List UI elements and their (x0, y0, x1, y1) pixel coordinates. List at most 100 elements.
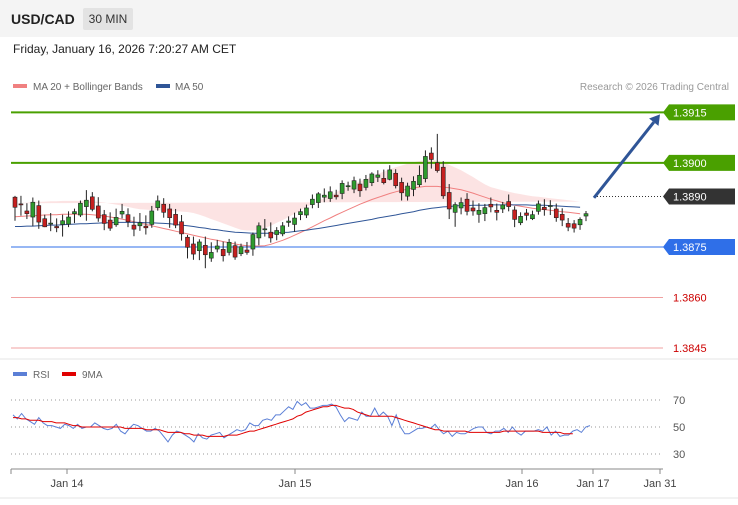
candle-body (512, 209, 517, 220)
datetime-label: Friday, January 16, 2026 7:20:27 AM CET (13, 42, 237, 56)
candle-body (524, 212, 529, 216)
candle-body (66, 216, 71, 225)
candle-body (30, 201, 36, 218)
price-panel: 1.3915 1.3900 1.3890 1.3875 1.3860 1.3845 (11, 104, 735, 355)
candle-body (583, 213, 589, 217)
candle-body (381, 178, 387, 183)
candle-body (476, 210, 482, 215)
candle-body (351, 180, 357, 190)
rsi-legend-label: RSI (33, 370, 50, 381)
candle-body (54, 226, 59, 229)
candle-body (256, 225, 262, 239)
candle-body (12, 196, 18, 208)
candle-body (131, 224, 137, 230)
candle-body (220, 249, 226, 257)
candle-body (286, 220, 291, 223)
candle-body (393, 172, 398, 187)
candle-body (274, 230, 280, 235)
candle-body (101, 214, 107, 224)
candle-body (333, 194, 339, 198)
candle-body (149, 210, 155, 225)
candle-body (571, 223, 577, 229)
candle-body (488, 203, 494, 208)
ma9-legend-swatch (62, 372, 76, 376)
candle-body (268, 231, 274, 239)
x-tick-label: Jan 17 (576, 478, 609, 490)
candle-body (48, 222, 53, 225)
level-label: 1.3875 (673, 242, 707, 254)
candle-body (500, 204, 506, 210)
candle-body (298, 211, 303, 215)
ma50-legend-swatch (156, 84, 170, 88)
candle-body (78, 202, 83, 216)
candle-body (565, 223, 571, 228)
rsi-tick-label: 50 (673, 422, 685, 434)
candle-body (107, 219, 113, 229)
candle-body (179, 221, 184, 235)
candle-body (316, 193, 321, 203)
copyright-label: Research © 2026 Trading Central (580, 82, 729, 93)
candle-body (125, 214, 131, 223)
candle-body (84, 199, 89, 207)
projection-arrow-head (649, 114, 660, 126)
candle-body (143, 225, 149, 229)
candle-body (429, 152, 434, 160)
rsi-ma9-line (13, 404, 573, 437)
candle-body (36, 205, 42, 223)
candle-body (559, 214, 565, 221)
projection-arrow-shaft (592, 121, 655, 199)
candle-body (60, 220, 65, 225)
candle-body (357, 183, 363, 192)
candle-body (119, 211, 125, 215)
candle-body (310, 198, 315, 205)
level-label: 1.3890 (673, 192, 707, 204)
rsi-tick-label: 30 (673, 449, 685, 461)
candle-body (173, 214, 178, 226)
candle-body (387, 169, 393, 180)
candle-body (208, 252, 214, 259)
candle-body (113, 217, 119, 226)
candle-body (232, 245, 238, 258)
candle-body (464, 198, 470, 212)
x-tick-label: Jan 31 (643, 478, 676, 490)
bollinger-band (15, 160, 581, 231)
x-axis: Jan 14 Jan 15 Jan 16 Jan 17 Jan 31 (10, 469, 677, 490)
candle-body (423, 156, 428, 179)
candle-body (238, 246, 244, 255)
candle-body (327, 191, 333, 199)
timeframe-badge[interactable] (83, 8, 133, 30)
ma20-legend-label: MA 20 + Bollinger Bands (33, 82, 143, 93)
candle-body (262, 228, 268, 231)
candle-body (292, 217, 297, 225)
candle-body (72, 211, 77, 214)
level-label: 1.3860 (673, 293, 707, 305)
candle-body (155, 200, 161, 208)
rsi-legend-swatch (13, 372, 27, 376)
candle-body (435, 162, 440, 171)
candle-body (440, 166, 446, 197)
ma9-legend-label: 9MA (82, 370, 103, 381)
candle-body (458, 202, 464, 209)
level-tag (663, 239, 735, 255)
candle-body (42, 218, 48, 228)
candle-body (548, 205, 553, 207)
candle-body (417, 174, 422, 186)
candle-body (470, 207, 476, 212)
candle-body (411, 181, 416, 190)
candle-body (191, 243, 196, 255)
candle-body (280, 225, 285, 235)
candle-body (18, 203, 24, 206)
candle-body (369, 173, 375, 183)
ma50-legend-label: MA 50 (175, 82, 204, 93)
candle-body (518, 216, 523, 224)
candle-body (482, 207, 488, 214)
candle-body (494, 210, 500, 213)
x-tick-label: Jan 15 (278, 478, 311, 490)
level-tag (663, 104, 735, 121)
candle-body (345, 185, 351, 188)
rsi-panel: 70 50 30 (11, 395, 685, 461)
level-tag (663, 188, 735, 205)
level-label: 1.3900 (673, 158, 707, 170)
candle-body (167, 208, 172, 219)
level-label: 1.3915 (673, 107, 707, 119)
